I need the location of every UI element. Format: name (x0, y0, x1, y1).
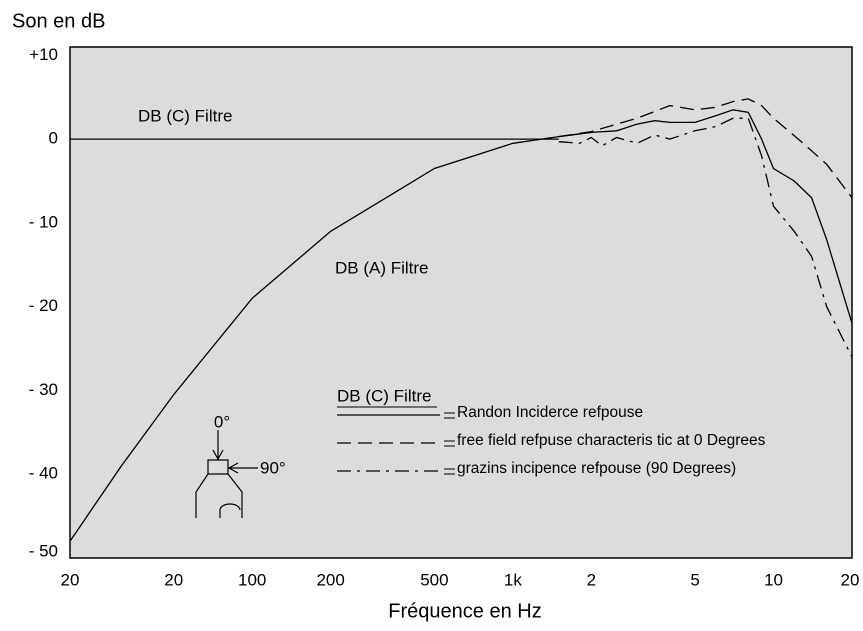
x-tick-label: 2 (587, 570, 596, 589)
y-tick-label: +10 (29, 45, 58, 64)
annotation: 0° (214, 412, 230, 431)
x-tick-label: 20 (61, 570, 80, 589)
annotation: 90° (260, 458, 286, 477)
y-tick-label: - 30 (29, 380, 58, 399)
x-tick-label: 200 (316, 570, 344, 589)
y-tick-label: - 20 (29, 296, 58, 315)
mic-icon (195, 459, 243, 518)
legend-label: free field refpuse characteris tic at 0 … (457, 432, 766, 449)
y-tick-label: 0 (49, 129, 58, 148)
series-label: DB (A) Filtre (335, 258, 429, 277)
plot-area (69, 46, 853, 559)
series-label: DB (C) Filtre (138, 106, 232, 125)
series-line (558, 98, 852, 199)
x-tick-label: 20 (164, 570, 183, 589)
x-axis-title: Fréquence en Hz (388, 600, 541, 622)
series-line (558, 109, 852, 324)
legend-title: DB (C) Filtre (337, 386, 431, 405)
x-tick-label: 5 (690, 570, 699, 589)
y-tick-label: - 50 (29, 541, 58, 560)
legend-label: grazins incipence refpouse (90 Degrees) (457, 460, 736, 477)
series-line (70, 131, 592, 542)
arrow-left (227, 462, 258, 474)
y-tick-label: - 10 (29, 212, 58, 231)
x-tick-label: 1k (504, 570, 522, 589)
arrow-down (212, 430, 224, 461)
x-tick-label: 500 (420, 570, 448, 589)
series-line (558, 117, 852, 358)
legend-label: Randon Inciderce refpouse (457, 404, 643, 421)
x-tick-label: 100 (238, 570, 266, 589)
y-tick-label: - 40 (29, 464, 58, 483)
x-tick-label: 20 (841, 570, 860, 589)
y-axis-title: Son en dB (12, 10, 105, 32)
x-tick-label: 10 (764, 570, 783, 589)
